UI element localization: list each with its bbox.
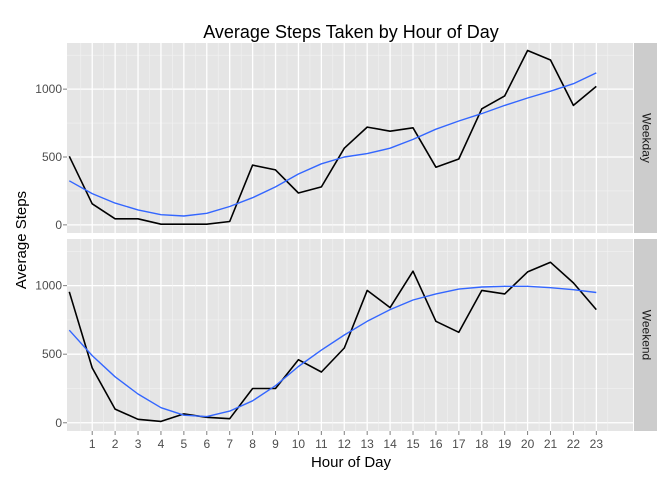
x-tick-label: 19 <box>498 437 512 451</box>
x-tick-label: 23 <box>590 437 604 451</box>
smoothed-trend-line <box>68 72 597 217</box>
x-tick-label: 8 <box>249 437 256 451</box>
y-tick-label: 0 <box>55 416 62 430</box>
facet-panel-weekday: 0 500 1000 Weekday <box>35 43 657 233</box>
x-tick-label: 13 <box>361 437 375 451</box>
y-tick-label: 1000 <box>35 82 62 96</box>
facet-strip <box>634 43 657 233</box>
observed-steps-line <box>68 261 597 423</box>
x-tick-label: 3 <box>135 437 142 451</box>
smoothed-trend-line <box>68 285 597 418</box>
x-tick-label: 21 <box>544 437 558 451</box>
x-tick-label: 9 <box>272 437 279 451</box>
panel-background <box>67 43 633 233</box>
y-tick-label: 500 <box>42 150 62 164</box>
x-tick-label: 14 <box>383 437 397 451</box>
facet-strip-label: Weekend <box>639 310 653 360</box>
x-tick-label: 18 <box>475 437 489 451</box>
facet-panel-weekend: 0 500 1000 Weekend <box>35 239 657 431</box>
facet-strip <box>634 239 657 431</box>
x-tick-label: 22 <box>567 437 581 451</box>
x-tick-label: 10 <box>292 437 306 451</box>
observed-steps-line <box>68 49 597 225</box>
chart-title: Average Steps Taken by Hour of Day <box>203 22 499 42</box>
x-tick-label: 15 <box>406 437 420 451</box>
y-tick-label: 0 <box>55 218 62 232</box>
x-tick-label: 11 <box>315 437 328 451</box>
x-tick-label: 2 <box>112 437 119 451</box>
x-tick-label: 16 <box>429 437 443 451</box>
y-tick-label: 500 <box>42 347 62 361</box>
x-tick-label: 20 <box>521 437 535 451</box>
x-tick-label: 4 <box>158 437 165 451</box>
y-axis-label: Average Steps <box>13 191 30 289</box>
x-tick-label: 5 <box>181 437 188 451</box>
x-tick-label: 12 <box>338 437 352 451</box>
x-tick-label: 17 <box>452 437 466 451</box>
x-axis-label: Hour of Day <box>311 454 392 471</box>
facet-strip-label: Weekday <box>639 113 653 163</box>
x-tick-label: 6 <box>203 437 210 451</box>
x-tick-label: 1 <box>89 437 96 451</box>
x-tick-label: 7 <box>226 437 233 451</box>
y-tick-label: 1000 <box>35 279 62 293</box>
